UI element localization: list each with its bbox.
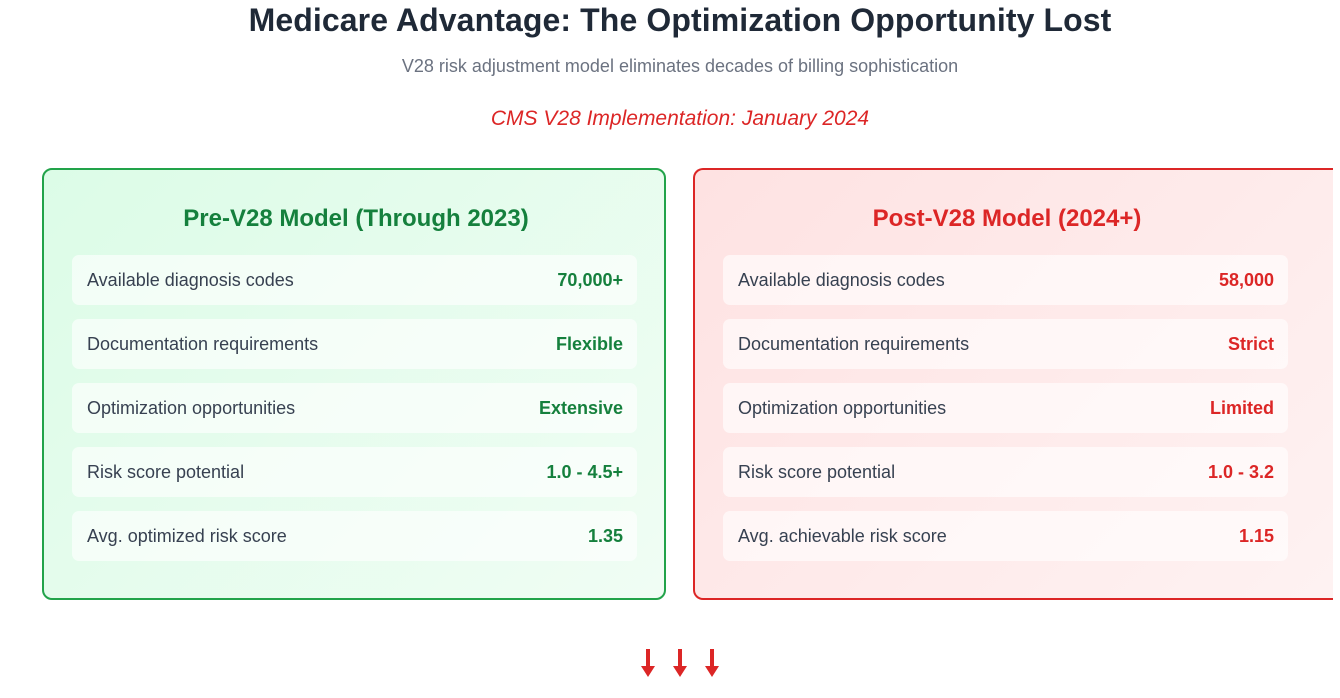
page-subtitle: V28 risk adjustment model eliminates dec… — [401, 56, 959, 76]
row-value: Strict — [1227, 333, 1274, 354]
row-label: Avg. optimized risk score — [87, 525, 287, 546]
row-label: Risk score potential — [87, 461, 245, 482]
pre-row-diagnosis-codes: Available diagnosis codes 70,000+ — [72, 255, 637, 305]
row-value: Flexible — [555, 333, 623, 354]
row-label: Documentation requirements — [87, 333, 319, 354]
row-label: Available diagnosis codes — [738, 269, 945, 290]
row-value: 70,000+ — [557, 269, 623, 290]
row-value: 1.0 - 3.2 — [1207, 461, 1274, 482]
row-label: Optimization opportunities — [87, 397, 296, 418]
down-arrows — [0, 648, 1340, 678]
pre-row-optimization: Optimization opportunities Extensive — [72, 383, 637, 433]
row-value: 58,000 — [1218, 269, 1274, 290]
row-label: Risk score potential — [738, 461, 896, 482]
pre-v28-card: Pre-V28 Model (Through 2023) Available d… — [42, 168, 666, 600]
pre-row-avg-risk-score: Avg. optimized risk score 1.35 — [72, 511, 637, 561]
pre-row-documentation: Documentation requirements Flexible — [72, 319, 637, 369]
pre-v28-card-title: Pre-V28 Model (Through 2023) — [183, 205, 529, 232]
down-arrow-icon — [673, 649, 687, 677]
page-title: Medicare Advantage: The Optimization Opp… — [248, 2, 1112, 38]
pre-row-risk-potential: Risk score potential 1.0 - 4.5+ — [72, 447, 637, 497]
post-v28-card-title: Post-V28 Model (2024+) — [872, 205, 1142, 232]
row-label: Available diagnosis codes — [87, 269, 294, 290]
post-v28-card: Post-V28 Model (2024+) Available diagnos… — [693, 168, 1333, 600]
row-value: 1.15 — [1238, 525, 1274, 546]
post-row-optimization: Optimization opportunities Limited — [723, 383, 1288, 433]
post-row-documentation: Documentation requirements Strict — [723, 319, 1288, 369]
row-label: Documentation requirements — [738, 333, 970, 354]
post-row-risk-potential: Risk score potential 1.0 - 3.2 — [723, 447, 1288, 497]
row-value: 1.35 — [587, 525, 623, 546]
row-label: Avg. achievable risk score — [738, 525, 947, 546]
post-v28-rows: Available diagnosis codes 58,000 Documen… — [723, 255, 1288, 575]
row-value: Limited — [1209, 397, 1274, 418]
row-label: Optimization opportunities — [738, 397, 947, 418]
post-row-diagnosis-codes: Available diagnosis codes 58,000 — [723, 255, 1288, 305]
post-row-avg-risk-score: Avg. achievable risk score 1.15 — [723, 511, 1288, 561]
pre-v28-rows: Available diagnosis codes 70,000+ Docume… — [72, 255, 637, 575]
implementation-note: CMS V28 Implementation: January 2024 — [490, 107, 870, 130]
down-arrow-icon — [641, 649, 655, 677]
down-arrow-icon — [705, 649, 719, 677]
row-value: 1.0 - 4.5+ — [546, 461, 623, 482]
row-value: Extensive — [538, 397, 623, 418]
